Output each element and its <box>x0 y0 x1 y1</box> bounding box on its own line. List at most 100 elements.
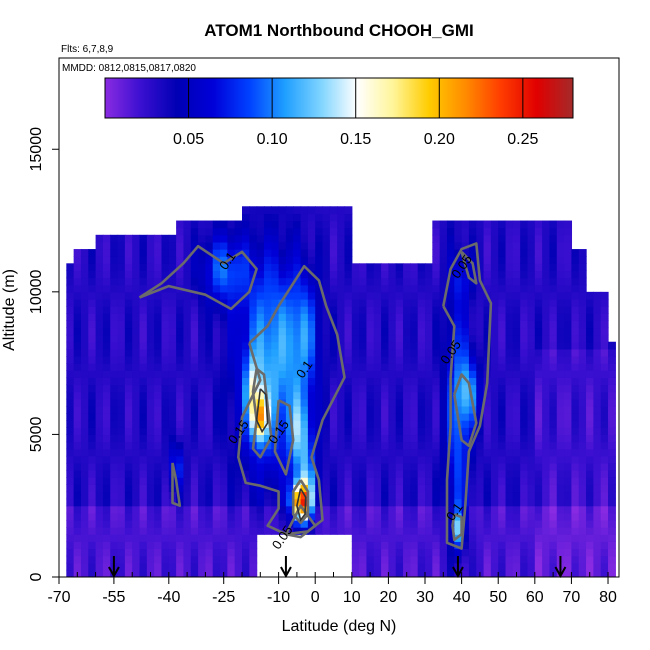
heat-cell <box>161 470 170 478</box>
heat-cell <box>403 427 411 436</box>
heat-cell <box>110 413 119 421</box>
heat-cell <box>520 313 529 321</box>
heat-cell <box>176 477 185 485</box>
heat-cell <box>417 348 426 357</box>
x-tick-label: 40 <box>453 589 471 606</box>
heat-cell <box>102 298 111 307</box>
heat-cell <box>234 384 243 393</box>
heat-cell <box>146 477 155 485</box>
heat-cell <box>88 548 97 557</box>
heat-cell <box>534 455 543 464</box>
x-tick-label: 50 <box>489 589 507 606</box>
heat-cell <box>446 284 455 293</box>
heat-cell <box>95 384 104 393</box>
heat-cell <box>432 249 441 257</box>
heat-cell <box>205 405 214 414</box>
heat-cell <box>73 484 82 493</box>
heat-cell <box>227 284 236 293</box>
heat-cell <box>403 284 411 293</box>
heat-cell <box>190 391 199 400</box>
heat-cell <box>322 313 331 321</box>
heat-cell <box>322 327 331 336</box>
heat-cell <box>117 562 126 571</box>
heat-cell <box>425 455 433 464</box>
heat-cell <box>132 441 141 450</box>
colorbar <box>104 77 574 119</box>
heat-cell <box>88 448 97 457</box>
heat-cell <box>454 462 463 471</box>
heat-cell <box>571 470 580 478</box>
heat-cell <box>95 348 104 357</box>
heat-cell <box>505 541 514 550</box>
heat-cell <box>293 427 302 436</box>
heat-cell <box>564 505 573 514</box>
heat-cell <box>278 341 287 350</box>
heat-cell <box>454 341 463 350</box>
heat-cell <box>95 455 104 464</box>
heat-cell <box>608 398 616 407</box>
heat-cell <box>285 256 294 264</box>
heat-cell <box>80 348 89 357</box>
heat-cell <box>146 377 155 386</box>
heat-cell <box>329 348 338 357</box>
heat-cell <box>227 470 236 478</box>
heat-cell <box>249 220 258 229</box>
heat-cell <box>395 455 404 464</box>
heat-cell <box>198 462 207 471</box>
heat-cell <box>66 555 75 564</box>
heat-cell <box>388 569 397 577</box>
heat-cell <box>242 448 250 457</box>
heat-cell <box>461 441 470 450</box>
heat-cell <box>366 434 375 443</box>
heat-cell <box>249 377 258 386</box>
heat-cell <box>556 327 565 336</box>
heat-cell <box>344 277 353 286</box>
heat-cell <box>446 327 455 336</box>
heat-cell <box>366 263 375 272</box>
heat-cell <box>505 455 514 464</box>
heat-cell <box>117 405 126 414</box>
heat-cell <box>490 306 499 314</box>
heat-cell <box>198 398 207 407</box>
heat-cell <box>139 519 148 528</box>
heat-cell <box>542 413 551 421</box>
heat-cell <box>425 462 433 471</box>
heat-cell <box>80 398 89 407</box>
heat-cell <box>337 206 346 215</box>
heat-cell <box>366 313 375 321</box>
heat-cell <box>337 413 346 421</box>
heat-cell <box>417 377 426 386</box>
heat-cell <box>315 220 324 229</box>
heat-cell <box>359 455 368 464</box>
heat-cell <box>556 413 565 421</box>
heat-cell <box>168 448 177 457</box>
heat-cell <box>242 313 250 321</box>
heat-cell <box>242 541 250 550</box>
heat-cell <box>154 249 163 257</box>
heat-cell <box>512 434 521 443</box>
heat-cell <box>578 298 587 307</box>
heat-cell <box>571 477 580 485</box>
heat-cell <box>256 348 265 357</box>
heat-cell <box>256 413 265 421</box>
heat-cell <box>307 256 316 264</box>
heat-cell <box>608 534 616 542</box>
heat-cell <box>198 270 207 279</box>
heat-cell <box>307 263 316 272</box>
heat-cell <box>234 519 243 528</box>
heat-cell <box>483 512 492 521</box>
heat-cell <box>212 434 221 443</box>
heat-cell <box>198 363 207 371</box>
heat-cell <box>271 384 280 393</box>
heat-cell <box>329 491 338 500</box>
heat-cell <box>95 548 104 557</box>
heat-cell <box>564 377 573 386</box>
heat-cell <box>263 448 272 457</box>
heat-cell <box>212 448 221 457</box>
heat-cell <box>190 527 199 535</box>
heat-cell <box>117 370 126 378</box>
heat-cell <box>139 462 148 471</box>
heat-cell <box>388 377 397 386</box>
heat-cell <box>124 434 133 443</box>
heat-cell <box>505 370 514 378</box>
